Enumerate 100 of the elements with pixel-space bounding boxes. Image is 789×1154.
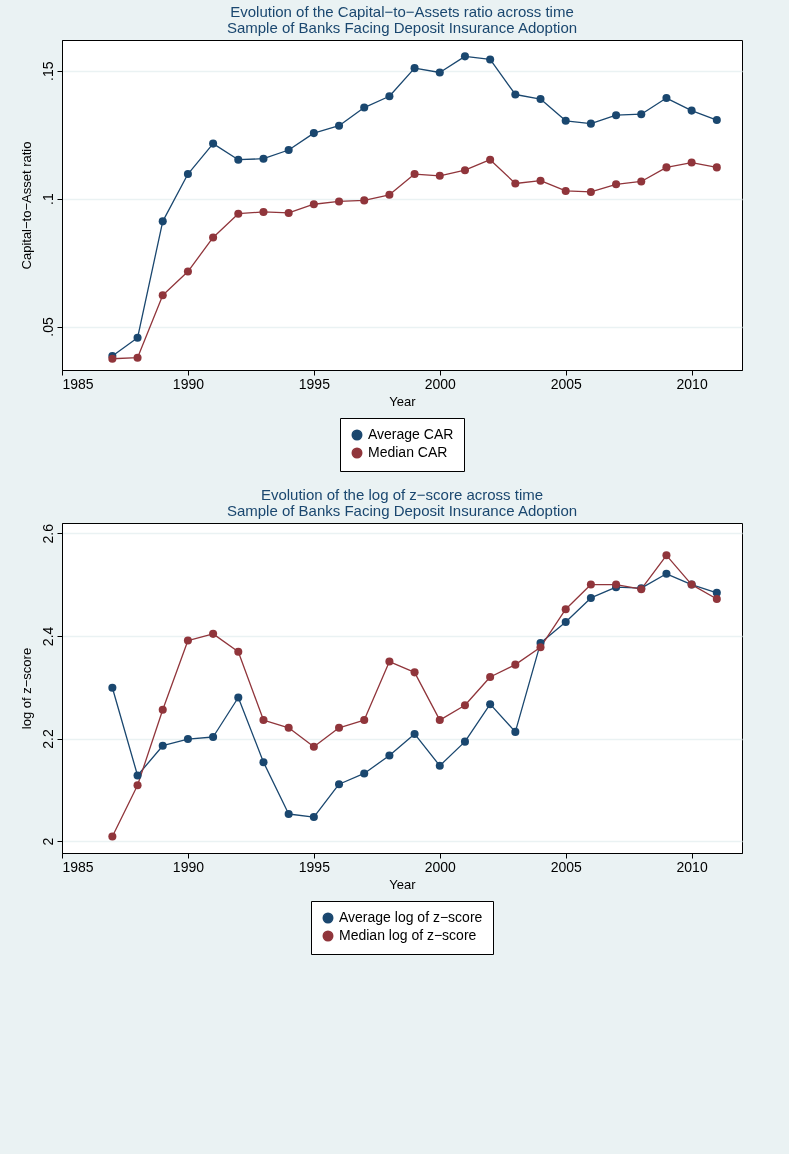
point bbox=[284, 208, 293, 217]
point bbox=[335, 723, 344, 732]
y-tick-label: 2.6 bbox=[39, 523, 56, 544]
y-axis-title: log of z−score bbox=[18, 647, 34, 730]
point bbox=[209, 732, 218, 742]
x-tick-label: 1985 bbox=[62, 858, 94, 875]
x-tick-label: 1990 bbox=[172, 375, 205, 392]
point bbox=[460, 52, 469, 61]
point bbox=[360, 196, 369, 205]
point bbox=[158, 291, 167, 300]
point bbox=[133, 781, 142, 790]
legend-label: Median CAR bbox=[368, 444, 448, 460]
chart-title: Evolution of the log of z−score across time bbox=[260, 486, 544, 503]
point bbox=[586, 187, 595, 196]
x-tick-label: 2000 bbox=[424, 375, 457, 392]
x-tick-label: 1995 bbox=[298, 858, 331, 875]
point bbox=[511, 90, 520, 99]
point bbox=[158, 741, 167, 750]
point bbox=[133, 771, 142, 780]
point bbox=[561, 116, 570, 125]
x-axis-title: Year bbox=[389, 876, 417, 892]
point bbox=[637, 177, 646, 186]
point bbox=[259, 207, 268, 216]
point bbox=[561, 605, 570, 614]
point bbox=[561, 618, 570, 627]
point bbox=[309, 742, 318, 751]
legend-label: Median log of z−score bbox=[339, 927, 477, 943]
x-tick-label: 2005 bbox=[550, 858, 582, 875]
point bbox=[284, 809, 293, 819]
point bbox=[662, 569, 671, 578]
point bbox=[234, 155, 243, 164]
point bbox=[662, 94, 671, 103]
x-tick-label: 2010 bbox=[676, 858, 708, 875]
legend-label: Average log of z−score bbox=[339, 909, 483, 925]
point bbox=[536, 643, 545, 652]
point bbox=[309, 200, 318, 209]
point bbox=[183, 735, 192, 744]
point bbox=[536, 176, 545, 185]
point bbox=[536, 95, 545, 104]
point bbox=[460, 166, 469, 175]
point bbox=[712, 163, 721, 172]
point bbox=[586, 580, 595, 589]
point bbox=[234, 647, 243, 656]
point bbox=[511, 660, 520, 669]
point bbox=[435, 68, 444, 77]
x-axis-title: Year bbox=[389, 393, 417, 409]
point bbox=[183, 170, 192, 179]
point bbox=[486, 700, 495, 709]
point bbox=[662, 163, 671, 172]
point bbox=[259, 716, 268, 725]
point bbox=[360, 716, 369, 725]
point bbox=[612, 180, 621, 189]
x-tick-label: 1995 bbox=[298, 375, 331, 392]
point bbox=[335, 197, 344, 206]
y-tick-label: 2 bbox=[39, 837, 56, 846]
point bbox=[410, 64, 419, 73]
point bbox=[335, 121, 344, 130]
point bbox=[108, 832, 117, 841]
point bbox=[335, 780, 344, 789]
y-axis-title: Capital−to−Asset ratio bbox=[18, 141, 34, 270]
x-tick-label: 1990 bbox=[172, 858, 205, 875]
point bbox=[435, 761, 444, 770]
point bbox=[385, 190, 394, 199]
point bbox=[637, 110, 646, 119]
point bbox=[712, 594, 721, 603]
point bbox=[284, 145, 293, 155]
point bbox=[486, 55, 495, 64]
x-tick-label: 2010 bbox=[676, 375, 708, 392]
point bbox=[284, 723, 293, 732]
point bbox=[158, 705, 167, 714]
chart-subtitle: Sample of Banks Facing Deposit Insurance Adoption bbox=[226, 502, 578, 519]
chart-title: Evolution of the Capital−to−Assets ratio across time bbox=[230, 3, 574, 20]
y-tick-label: .05 bbox=[39, 317, 56, 337]
point bbox=[511, 727, 520, 736]
point bbox=[687, 106, 696, 115]
point bbox=[561, 186, 570, 195]
point bbox=[309, 813, 318, 822]
point bbox=[259, 758, 268, 767]
point bbox=[435, 171, 444, 180]
point bbox=[612, 111, 621, 120]
y-tick-label: 2.4 bbox=[39, 626, 56, 647]
y-tick-label: .1 bbox=[39, 193, 56, 205]
point bbox=[435, 716, 444, 725]
point bbox=[360, 103, 369, 112]
point bbox=[410, 668, 419, 677]
point bbox=[410, 729, 419, 738]
point bbox=[209, 139, 218, 148]
point bbox=[586, 593, 595, 602]
point bbox=[234, 209, 243, 218]
point bbox=[687, 158, 696, 167]
point bbox=[385, 92, 394, 101]
point bbox=[662, 551, 671, 560]
y-tick-label: 2.2 bbox=[39, 729, 56, 749]
legend-label: Average CAR bbox=[368, 426, 454, 442]
x-tick-label: 2000 bbox=[424, 858, 457, 875]
point bbox=[133, 333, 142, 342]
point bbox=[511, 179, 520, 188]
point bbox=[158, 217, 167, 226]
point bbox=[209, 233, 218, 242]
point bbox=[108, 683, 117, 692]
